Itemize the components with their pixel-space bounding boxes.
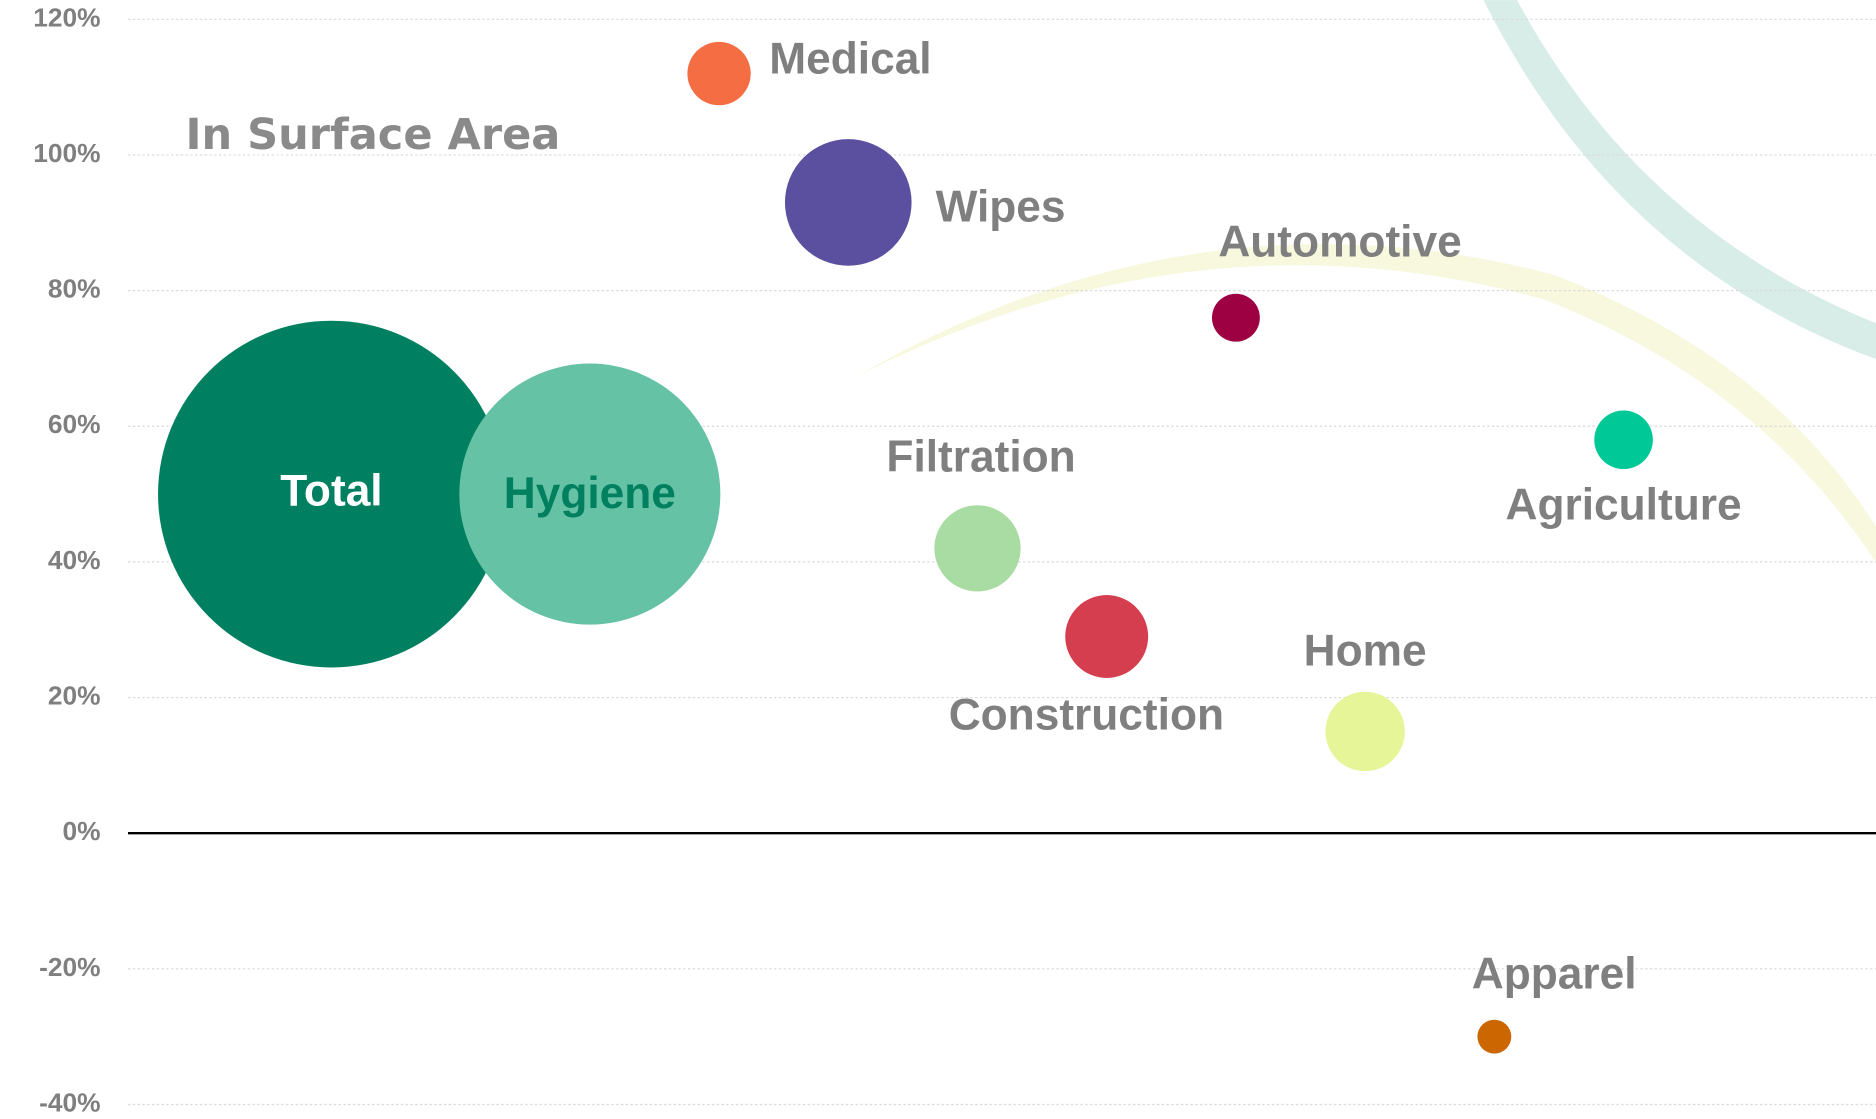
bubble [687, 42, 750, 105]
y-tick-label: -20% [39, 952, 100, 982]
bubble-label: Apparel [1472, 950, 1637, 999]
bubble [1212, 294, 1260, 342]
y-tick-label: 100% [33, 138, 100, 168]
bubble [785, 139, 912, 266]
bubble-label: Construction [949, 691, 1224, 740]
bubble-label: Home [1304, 626, 1427, 675]
bubble [1594, 411, 1653, 470]
y-tick-label: 80% [48, 274, 101, 304]
bubble-label: Agriculture [1506, 481, 1742, 530]
bubble-label: Wipes [936, 182, 1066, 231]
y-tick-label: 20% [48, 680, 101, 710]
y-tick-label: -40% [39, 1087, 100, 1117]
chart: In Surface Area -40% -20% 0% 20% 40% 60% 80% 10… [0, 0, 1876, 1119]
bubble [1065, 595, 1148, 678]
bubble-label: Filtration [886, 432, 1075, 481]
decor-arc [1484, 0, 1876, 359]
bubble-label: Total [280, 467, 382, 516]
annotation: In Surface Area [185, 110, 560, 160]
bubble-label: Hygiene [504, 469, 676, 518]
page: In Surface Area -40% -20% 0% 20% 40% 60% 80% 10… [0, 0, 1876, 1119]
bubble-label: Automotive [1218, 217, 1461, 266]
y-tick-label: 120% [33, 2, 100, 32]
bubble [1325, 692, 1404, 771]
bubble [934, 505, 1020, 591]
y-tick-label: 60% [48, 409, 101, 439]
bubble [1477, 1020, 1511, 1054]
bubble-label: Medical [769, 34, 931, 83]
y-tick-label: 40% [48, 545, 101, 575]
y-tick-label: 0% [62, 816, 100, 846]
